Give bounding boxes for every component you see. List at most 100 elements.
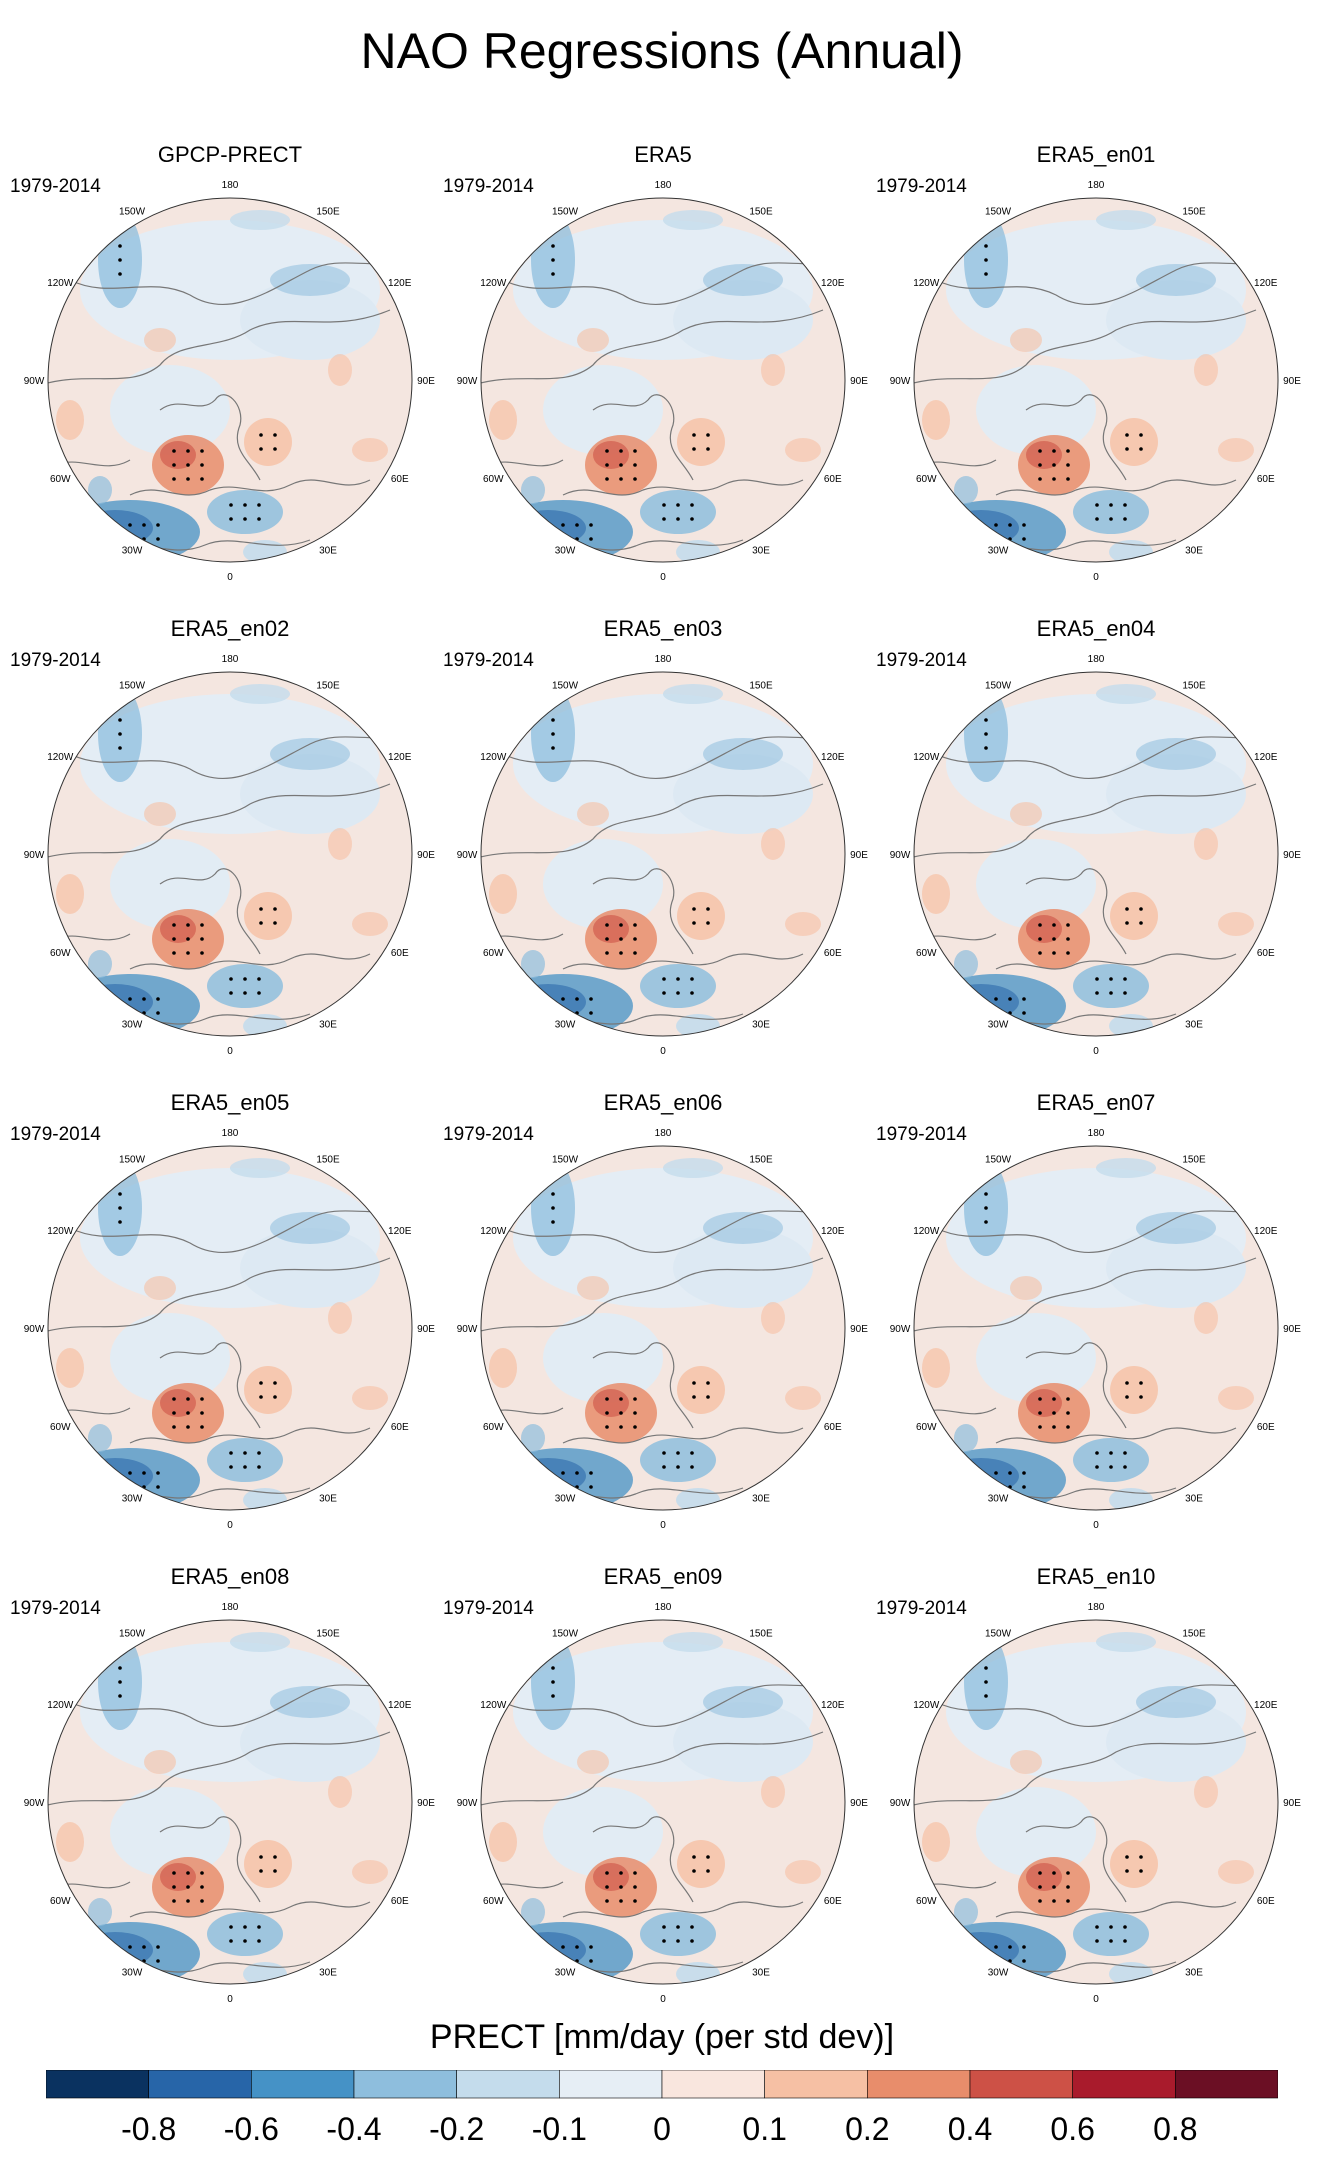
- longitude-label: 90E: [417, 1324, 435, 1335]
- longitude-label: 60E: [391, 1422, 409, 1433]
- map-panel: ERA5_en10 180 150E 120E 90E 60E 30E 0 30W 60W 90W 1…: [876, 1564, 1316, 2044]
- longitude-label: 30W: [555, 1968, 576, 1979]
- longitude-label: 90E: [850, 376, 868, 387]
- longitude-label: 150E: [316, 206, 340, 217]
- longitude-label: 30W: [988, 1968, 1009, 1979]
- longitude-label: 180: [655, 180, 672, 191]
- longitude-label: 120W: [47, 278, 74, 289]
- longitude-label: 120W: [480, 1226, 507, 1237]
- longitude-label: 150E: [1182, 680, 1206, 691]
- polar-map: 180 150E 120E 90E 60E 30E 0 30W 60W 90W 120W 150W: [890, 1128, 1302, 1531]
- colorbar-swatch: [559, 2070, 663, 2099]
- map-panel: ERA5 180 150E 120E 90E 60E 30E 0 30W 60W 90W 120W 15…: [443, 142, 883, 622]
- colorbar-tick-label: -0.1: [532, 2111, 587, 2147]
- period-label: 1979-2014: [443, 176, 534, 197]
- longitude-label: 120E: [821, 1226, 845, 1237]
- longitude-label: 150W: [119, 1154, 146, 1165]
- longitude-label: 150E: [1182, 1628, 1206, 1639]
- longitude-label: 60E: [824, 1422, 842, 1433]
- longitude-label: 150W: [119, 680, 146, 691]
- longitude-label: 30W: [988, 1494, 1009, 1505]
- longitude-label: 0: [660, 1994, 666, 2005]
- longitude-label: 30W: [988, 1020, 1009, 1031]
- period-label: 1979-2014: [10, 650, 101, 671]
- polar-map: 180 150E 120E 90E 60E 30E 0 30W 60W 90W 120W 150W: [890, 1602, 1302, 2005]
- colorbar-swatch: [353, 2070, 457, 2099]
- longitude-label: 30E: [319, 546, 337, 557]
- panel-title: ERA5_en02: [170, 616, 290, 641]
- longitude-label: 90W: [890, 850, 911, 861]
- longitude-label: 60W: [916, 474, 937, 485]
- longitude-label: 150W: [985, 206, 1012, 217]
- period-label: 1979-2014: [10, 176, 101, 197]
- colorbar-tick-label: 0.2: [845, 2111, 889, 2147]
- longitude-label: 90E: [850, 1324, 868, 1335]
- longitude-label: 60W: [50, 1422, 71, 1433]
- longitude-label: 90W: [24, 850, 45, 861]
- longitude-label: 0: [227, 1046, 233, 1057]
- polar-map: 180 150E 120E 90E 60E 30E 0 30W 60W 90W 120W 150W: [890, 654, 1302, 1057]
- longitude-label: 30W: [555, 546, 576, 557]
- colorbar-swatch: [867, 2070, 971, 2099]
- longitude-label: 30E: [1185, 1494, 1203, 1505]
- longitude-label: 60W: [483, 1896, 504, 1907]
- panel-title: ERA5_en10: [1036, 1564, 1156, 1589]
- longitude-label: 90E: [417, 376, 435, 387]
- longitude-label: 150W: [985, 1154, 1012, 1165]
- longitude-label: 90W: [890, 376, 911, 387]
- longitude-label: 120W: [47, 1226, 74, 1237]
- panel-title: ERA5_en07: [1036, 1090, 1156, 1115]
- longitude-label: 0: [660, 572, 666, 583]
- colorbar-swatch: [251, 2070, 355, 2099]
- longitude-label: 120E: [388, 1700, 412, 1711]
- longitude-label: 0: [660, 1046, 666, 1057]
- longitude-label: 60W: [916, 1422, 937, 1433]
- longitude-label: 90W: [457, 1324, 478, 1335]
- panel-title: ERA5_en03: [603, 616, 723, 641]
- longitude-label: 150E: [316, 680, 340, 691]
- longitude-label: 60W: [916, 948, 937, 959]
- longitude-label: 120W: [913, 1700, 940, 1711]
- longitude-label: 30W: [122, 1020, 143, 1031]
- longitude-label: 0: [227, 1994, 233, 2005]
- polar-map: 180 150E 120E 90E 60E 30E 0 30W 60W 90W 120W 150W: [24, 1602, 436, 2005]
- period-label: 1979-2014: [876, 650, 967, 671]
- longitude-label: 30W: [555, 1494, 576, 1505]
- longitude-label: 30E: [1185, 1020, 1203, 1031]
- colorbar-swatch: [969, 2070, 1073, 2099]
- figure-title: NAO Regressions (Annual): [360, 23, 964, 79]
- longitude-label: 0: [227, 572, 233, 583]
- polar-map: 180 150E 120E 90E 60E 30E 0 30W 60W 90W 120W 150W: [24, 1128, 436, 1531]
- period-label: 1979-2014: [443, 1124, 534, 1145]
- longitude-label: 30W: [988, 546, 1009, 557]
- longitude-label: 180: [222, 654, 239, 665]
- longitude-label: 150W: [552, 680, 579, 691]
- map-panel: ERA5_en09 180 150E 120E 90E 60E 30E 0 30W 60W 90W 1…: [443, 1564, 883, 2044]
- map-panel: ERA5_en05 180 150E 120E 90E 60E 30E 0 30W 60W 90W 1…: [10, 1090, 450, 1570]
- longitude-label: 0: [1093, 1046, 1099, 1057]
- longitude-label: 90W: [24, 1798, 45, 1809]
- longitude-label: 30E: [752, 546, 770, 557]
- longitude-label: 30W: [122, 1968, 143, 1979]
- longitude-label: 0: [1093, 572, 1099, 583]
- longitude-label: 60W: [50, 948, 71, 959]
- panel-title: ERA5_en01: [1036, 142, 1156, 167]
- longitude-label: 150W: [552, 1628, 579, 1639]
- colorbar-tick-label: -0.4: [326, 2111, 381, 2147]
- polar-map: 180 150E 120E 90E 60E 30E 0 30W 60W 90W 120W 150W: [457, 1602, 869, 2005]
- longitude-label: 90W: [457, 1798, 478, 1809]
- colorbar-swatch: [661, 2070, 765, 2099]
- longitude-label: 60E: [1257, 1896, 1275, 1907]
- polar-map: 180 150E 120E 90E 60E 30E 0 30W 60W 90W 120W 150W: [457, 654, 869, 1057]
- longitude-label: 120E: [388, 752, 412, 763]
- longitude-label: 90E: [1283, 1798, 1301, 1809]
- longitude-label: 120E: [821, 278, 845, 289]
- longitude-label: 120E: [1254, 278, 1278, 289]
- longitude-label: 150E: [1182, 206, 1206, 217]
- longitude-label: 90E: [1283, 376, 1301, 387]
- longitude-label: 60W: [483, 1422, 504, 1433]
- longitude-label: 0: [227, 1520, 233, 1531]
- panel-title: GPCP-PRECT: [157, 142, 303, 167]
- longitude-label: 60E: [391, 1896, 409, 1907]
- colorbar-swatch: [764, 2070, 868, 2099]
